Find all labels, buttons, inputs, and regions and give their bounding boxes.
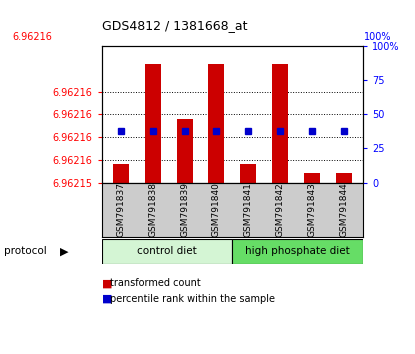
Text: ■: ■ <box>102 294 116 304</box>
Bar <box>304 173 320 183</box>
Text: GSM791843: GSM791843 <box>308 182 317 237</box>
Bar <box>336 173 352 183</box>
Text: control diet: control diet <box>137 246 197 256</box>
Text: GSM791838: GSM791838 <box>148 182 157 238</box>
Text: percentile rank within the sample: percentile rank within the sample <box>110 294 275 304</box>
Text: GDS4812 / 1381668_at: GDS4812 / 1381668_at <box>102 19 247 32</box>
Bar <box>102 239 232 264</box>
Text: GSM791840: GSM791840 <box>212 182 221 237</box>
Text: GSM791837: GSM791837 <box>116 182 125 238</box>
Text: protocol: protocol <box>4 246 47 256</box>
Bar <box>113 164 129 183</box>
Bar <box>177 119 193 183</box>
Text: high phosphate diet: high phosphate diet <box>245 246 350 256</box>
Bar <box>240 164 256 183</box>
Bar <box>145 64 161 183</box>
Text: ▶: ▶ <box>60 246 68 256</box>
Text: GSM791839: GSM791839 <box>180 182 189 238</box>
Text: ■: ■ <box>102 278 116 288</box>
Bar <box>232 239 363 264</box>
Bar <box>272 64 288 183</box>
Text: GSM791841: GSM791841 <box>244 182 253 237</box>
Bar <box>208 64 225 183</box>
Text: GSM791842: GSM791842 <box>276 183 285 237</box>
Text: 6.96216: 6.96216 <box>12 32 52 42</box>
Text: 100%: 100% <box>364 32 391 42</box>
Text: transformed count: transformed count <box>110 278 201 288</box>
Text: GSM791844: GSM791844 <box>339 183 349 237</box>
